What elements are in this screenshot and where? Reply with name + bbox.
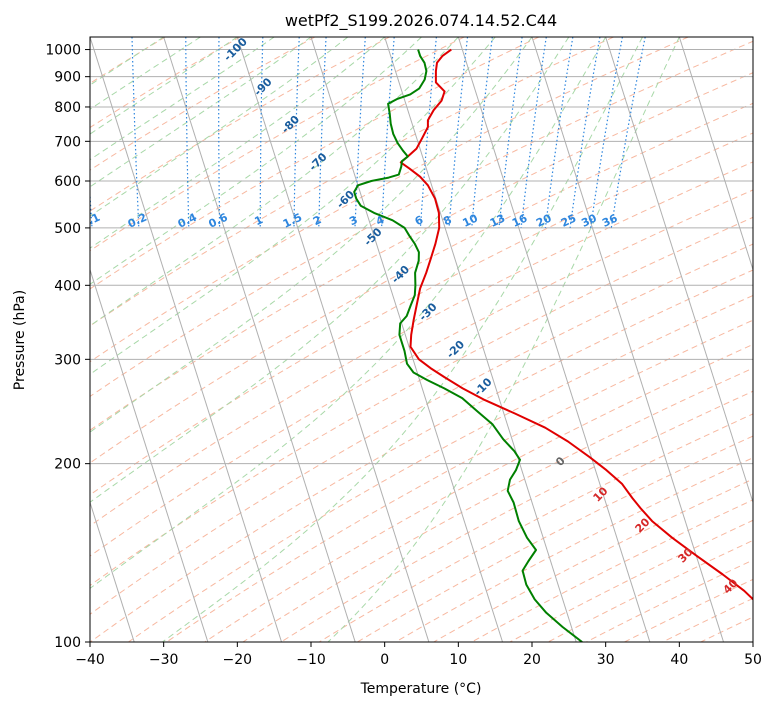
dry-adiabat-line (90, 37, 315, 171)
x-tick-label: −20 (223, 652, 253, 668)
mixing-ratio-line (520, 37, 547, 228)
y-tick-label: 100 (54, 635, 81, 651)
moist-adiabat-line (90, 37, 607, 589)
y-tick-label: 900 (54, 70, 81, 86)
plot-background (90, 37, 753, 642)
isotherm-line (163, 37, 356, 642)
mixing-ratio-line (498, 37, 523, 228)
isotherm-line (236, 37, 430, 642)
mixing-ratio-label: 13 (488, 212, 507, 230)
x-tick-label: 40 (670, 652, 688, 668)
dry-adiabat-line (90, 216, 753, 587)
x-tick-label: 10 (449, 652, 467, 668)
y-tick-label: 300 (54, 352, 81, 368)
mixing-ratio-label: 30 (579, 211, 599, 229)
y-axis-label: Pressure (hPa) (12, 290, 28, 390)
x-tick-label: −10 (296, 652, 326, 668)
y-tick-label: 500 (54, 221, 81, 237)
dry-adiabat-line (128, 294, 753, 642)
dry-adiabat-line (242, 367, 753, 642)
x-tick-label: 0 (380, 652, 389, 668)
chart-title: wetPf2_S199.2026.074.14.52.C44 (285, 11, 557, 31)
isotherm-line (90, 37, 283, 642)
x-tick-label: 20 (523, 652, 541, 668)
dry-adiabat-line (90, 132, 753, 496)
moist-adiabat-line (327, 37, 680, 642)
moist-adiabat-line (90, 37, 533, 433)
temperature-profile-line (399, 48, 753, 601)
moist-adiabat-line (162, 37, 643, 642)
isotherm-line (752, 37, 753, 39)
moist-adiabat-line (90, 37, 349, 217)
mixing-ratio-label: 16 (510, 211, 530, 229)
mixing-ratio-line (610, 37, 646, 228)
y-tick-label: 800 (54, 100, 81, 116)
moist-adiabat-line (90, 37, 275, 161)
mixing-ratio-label: 10 (461, 211, 481, 229)
mixing-ratio-label: 25 (559, 212, 578, 230)
y-tick-label: 1000 (45, 43, 81, 59)
dry-adiabat-line (90, 269, 753, 642)
dry-adiabat-line (90, 37, 540, 290)
x-tick-label: 50 (744, 652, 762, 668)
isotherm-line (90, 500, 135, 642)
isotherm-line (678, 37, 753, 272)
mixing-ratio-label: 36 (600, 211, 620, 229)
y-tick-label: 700 (54, 134, 81, 150)
isotherm-line (384, 37, 577, 642)
isotherm-line (605, 37, 753, 505)
isotherm-line (531, 37, 725, 642)
mixing-ratio-line (448, 37, 469, 228)
mixing-ratio-line (471, 37, 493, 228)
x-tick-label: 30 (597, 652, 615, 668)
dry-adiabat-line (90, 37, 689, 363)
dry-adiabat-line (90, 189, 753, 557)
mixing-ratio-label: 20 (534, 211, 554, 229)
isotherm-line (457, 37, 651, 642)
mixing-ratio-line (590, 37, 623, 228)
dry-adiabat-line (547, 539, 753, 642)
y-tick-label: 200 (54, 457, 81, 473)
isotherm-line (90, 268, 209, 642)
x-tick-label: −40 (75, 652, 105, 668)
isotherm-line (310, 37, 504, 642)
plot-frame (89, 36, 754, 643)
dry-adiabat-line (166, 319, 753, 642)
dry-adiabat-line (204, 343, 753, 642)
dewpoint-profile-line (353, 49, 583, 642)
isotherm-line (0, 37, 61, 642)
dry-adiabat-line (90, 37, 465, 252)
x-tick-label: −30 (149, 652, 179, 668)
y-tick-label: 400 (54, 278, 81, 294)
mixing-ratio-line (569, 37, 601, 228)
y-tick-label: 600 (54, 174, 81, 190)
dry-adiabat-line (90, 72, 753, 431)
dry-adiabat-line (90, 243, 753, 615)
x-axis-label: Temperature (°C) (360, 681, 482, 697)
dry-adiabat-line (90, 40, 753, 398)
mixing-ratio-line (544, 37, 574, 228)
moist-adiabat-line (90, 37, 570, 503)
